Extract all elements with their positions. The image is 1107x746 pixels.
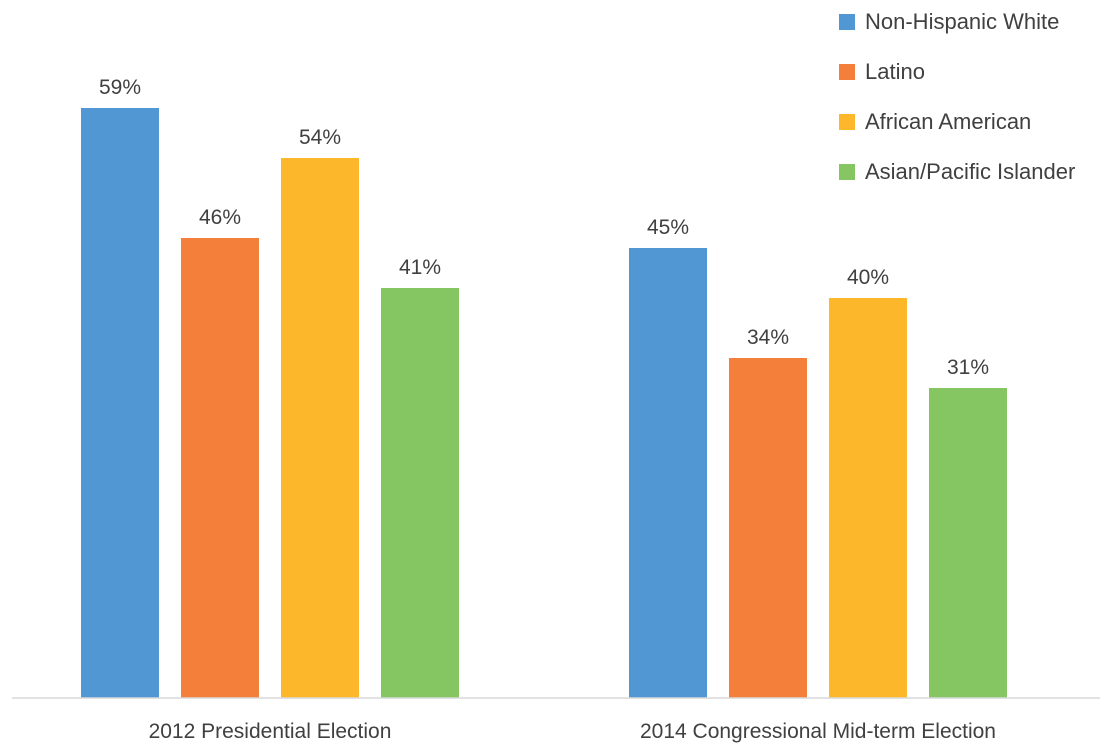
data-label-non-hispanic-white-2014-congressional-mid-term-election: 45% — [647, 216, 689, 239]
category-label-2014-congressional-mid-term-election: 2014 Congressional Mid-term Election — [640, 720, 996, 743]
category-labels-group: 2012 Presidential Election 2014 Congressi… — [149, 720, 996, 743]
bar-asian-pacific-islander-2014-congressional-mid-term-election — [929, 388, 1007, 698]
bars-group — [81, 108, 1007, 698]
bar-asian-pacific-islander-2012-presidential-election — [381, 288, 459, 698]
data-label-asian-pacific-islander-2012-presidential-election: 41% — [399, 256, 441, 279]
legend-swatch-non-hispanic-white — [839, 14, 855, 30]
legend-label-latino: Latino — [865, 59, 925, 84]
legend-swatch-latino — [839, 64, 855, 80]
data-label-asian-pacific-islander-2014-congressional-mid-term-election: 31% — [947, 356, 989, 379]
legend-label-asian-pacific-islander: Asian/Pacific Islander — [865, 159, 1075, 184]
legend-label-african-american: African American — [865, 109, 1031, 134]
bar-labels-group: 59% 46% 54% 41% 45% 34% 40% 31% — [99, 76, 989, 379]
legend-label-non-hispanic-white: Non-Hispanic White — [865, 9, 1059, 34]
data-label-latino-2014-congressional-mid-term-election: 34% — [747, 326, 789, 349]
bar-african-american-2012-presidential-election — [281, 158, 359, 698]
legend-swatch-asian-pacific-islander — [839, 164, 855, 180]
bar-non-hispanic-white-2014-congressional-mid-term-election — [629, 248, 707, 698]
legend-swatch-african-american — [839, 114, 855, 130]
data-label-african-american-2012-presidential-election: 54% — [299, 126, 341, 149]
data-label-non-hispanic-white-2012-presidential-election: 59% — [99, 76, 141, 99]
bar-non-hispanic-white-2012-presidential-election — [81, 108, 159, 698]
legend: Non-Hispanic White Latino African American… — [839, 9, 1075, 184]
bar-latino-2012-presidential-election — [181, 238, 259, 698]
data-label-latino-2012-presidential-election: 46% — [199, 206, 241, 229]
data-label-african-american-2014-congressional-mid-term-election: 40% — [847, 266, 889, 289]
category-label-2012-presidential-election: 2012 Presidential Election — [149, 720, 392, 743]
bar-african-american-2014-congressional-mid-term-election — [829, 298, 907, 698]
bar-latino-2014-congressional-mid-term-election — [729, 358, 807, 698]
